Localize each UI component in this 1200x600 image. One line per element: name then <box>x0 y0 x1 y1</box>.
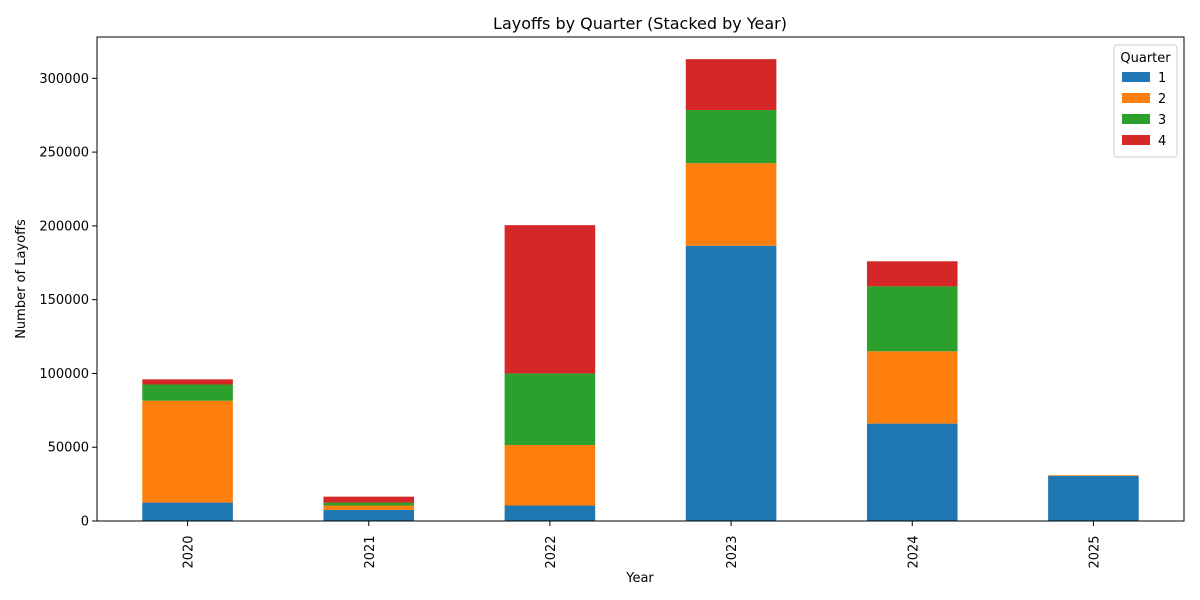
bar-2024-q4 <box>866 261 958 287</box>
legend-swatch-q1 <box>1122 72 1150 82</box>
legend-label-q4: 4 <box>1158 134 1166 149</box>
bar-2021-q4 <box>323 496 415 503</box>
bar-2020-q2 <box>142 400 233 503</box>
legend-label-q1: 1 <box>1158 71 1166 86</box>
x-tick-label: 2020 <box>182 535 197 568</box>
x-tick-label: 2025 <box>1087 535 1102 568</box>
y-tick-label: 300000 <box>39 72 89 87</box>
bar-2022-q3 <box>504 373 596 446</box>
x-tick-label: 2021 <box>363 535 378 568</box>
y-tick-label: 0 <box>81 515 89 530</box>
legend-swatch-q2 <box>1122 93 1150 103</box>
legend-swatch-q3 <box>1122 114 1150 124</box>
legend-title: Quarter <box>1120 51 1171 66</box>
y-tick-label: 100000 <box>39 367 89 382</box>
chart-title: Layoffs by Quarter (Stacked by Year) <box>493 14 787 33</box>
bar-2023-q2 <box>685 163 777 246</box>
bar-2021-q2 <box>323 505 415 510</box>
y-tick-label: 250000 <box>39 146 89 161</box>
bar-2021-q3 <box>323 502 415 506</box>
y-tick-label: 150000 <box>39 293 89 308</box>
plot-frame <box>96 36 1185 522</box>
x-axis: 2020 2021 2022 2023 2024 2025 <box>182 521 1102 569</box>
legend: Quarter 1 2 3 4 <box>1113 44 1178 158</box>
bar-2022-q1 <box>504 505 596 521</box>
bar-2024-q2 <box>866 351 958 424</box>
y-axis-title: Number of Layoffs <box>14 219 29 339</box>
bar-2024-q3 <box>866 286 958 352</box>
bar-2022-q2 <box>504 445 596 506</box>
bar-2020-q3 <box>142 384 233 401</box>
legend-label-q2: 2 <box>1158 92 1166 107</box>
bar-2022-q4 <box>504 225 596 374</box>
bar-2023-q1 <box>685 245 777 522</box>
bar-2025-q2 <box>1048 475 1139 476</box>
legend-swatch-q4 <box>1122 135 1150 145</box>
y-tick-label: 50000 <box>48 441 89 456</box>
bars-group <box>142 59 1139 522</box>
x-tick-label: 2024 <box>906 535 921 568</box>
bar-2021-q1 <box>323 509 415 521</box>
bar-2020-q1 <box>142 502 233 521</box>
x-tick-label: 2022 <box>544 535 559 568</box>
bar-2020-q4 <box>142 379 233 385</box>
legend-label-q3: 3 <box>1158 113 1166 128</box>
x-axis-title: Year <box>625 571 654 586</box>
bar-2023-q3 <box>685 110 777 164</box>
bar-2024-q1 <box>866 423 958 521</box>
y-tick-label: 200000 <box>39 219 89 234</box>
x-tick-label: 2023 <box>725 535 740 568</box>
bar-2025-q1 <box>1048 475 1139 521</box>
bar-2023-q4 <box>685 59 777 111</box>
y-axis: 0 50000 100000 150000 200000 250000 300000 <box>39 72 97 530</box>
